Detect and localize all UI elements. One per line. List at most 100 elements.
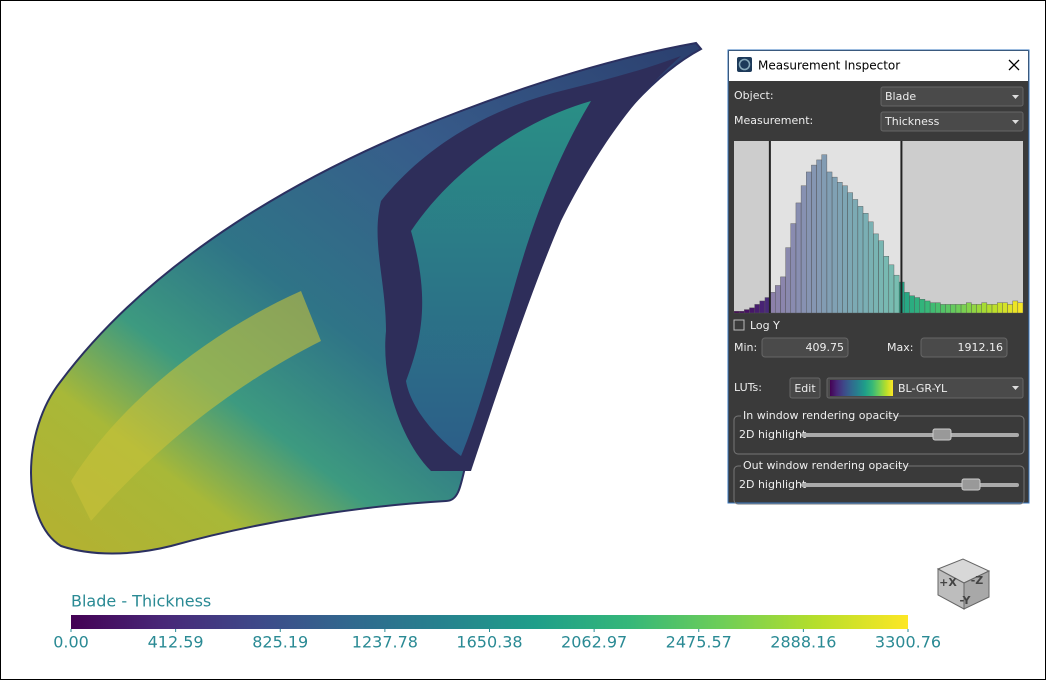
slider-track — [801, 483, 1019, 487]
histogram-bar — [1017, 302, 1024, 314]
field-label: LUTs: — [734, 381, 762, 394]
group-title-bg — [741, 460, 885, 472]
colorbar-tick-label: 2475.57 — [666, 633, 732, 652]
dropdown-arrow — [1012, 95, 1019, 99]
edit-button[interactable] — [789, 377, 821, 399]
colorbar-tick-label: 0.00 — [53, 633, 89, 652]
histogram-bar — [883, 256, 890, 314]
checkbox-label: Log Y — [750, 319, 780, 332]
field-label: Object: — [734, 89, 774, 102]
measurement-inspector: Measurement Inspector Object: Blade Measure… — [727, 49, 1030, 505]
lut-swatch — [830, 380, 893, 396]
histogram-bar — [935, 302, 941, 314]
field-label: Min: — [734, 341, 757, 354]
dropdown-arrow — [1012, 386, 1019, 390]
histogram-bar — [924, 300, 931, 314]
histogram-bar — [873, 233, 879, 314]
histogram-bar — [904, 292, 910, 314]
number-input[interactable] — [920, 337, 1008, 358]
number-input[interactable] — [761, 337, 849, 358]
histogram-bar — [940, 304, 946, 314]
blade-render — [30, 41, 703, 555]
app-icon — [738, 58, 751, 71]
histogram-bar — [971, 304, 977, 314]
view-cube[interactable]: +X -Z -Y — [936, 558, 991, 610]
histogram-bar — [831, 176, 838, 314]
histogram-bar — [769, 292, 776, 314]
group-title: Out window rendering opacity — [743, 459, 909, 472]
histogram-bar — [867, 221, 874, 314]
lut-name: BL-GR-YL — [898, 382, 948, 395]
close-button[interactable] — [1008, 59, 1020, 71]
histogram-bar — [914, 297, 920, 314]
slider-label: 2D highlight — [739, 478, 807, 491]
colorbar — [71, 615, 908, 629]
dropdown-value: Blade — [885, 90, 916, 103]
edit-button-label: Edit — [794, 382, 816, 395]
slider-track — [801, 433, 1019, 437]
histogram-bar — [1007, 304, 1013, 314]
histogram-bar — [966, 302, 972, 314]
cube-face — [963, 570, 990, 610]
slider-label: 2D highlight — [739, 428, 807, 441]
histogram-bar — [852, 199, 859, 314]
dropdown-arrow — [1012, 120, 1019, 124]
histogram-bar — [847, 192, 853, 314]
histogram-bar — [909, 295, 915, 314]
dropdown-value: Thickness — [884, 115, 940, 128]
histogram-bar — [945, 304, 951, 314]
histogram-bar — [738, 311, 745, 314]
colorbar-tick-label: 1237.78 — [352, 633, 418, 652]
slider-handle[interactable] — [932, 428, 952, 441]
histogram-bar — [749, 307, 755, 314]
histogram-bar — [826, 171, 833, 314]
histogram-bar — [1012, 300, 1019, 314]
histogram-bar — [862, 213, 869, 314]
max-value: 1912.16 — [958, 341, 1004, 354]
window-title: Measurement Inspector — [758, 59, 900, 73]
min-value: 409.75 — [806, 341, 845, 354]
histogram-bar — [878, 240, 884, 314]
field-label: Max: — [887, 341, 913, 354]
histogram-bar — [744, 309, 750, 314]
histogram-bar — [986, 304, 993, 314]
title-bar — [729, 51, 1028, 81]
histogram-bar — [888, 264, 895, 314]
colorbar-tick-label: 2888.16 — [770, 633, 836, 652]
colorbar-tick-label: 2062.97 — [561, 633, 627, 652]
dropdown[interactable] — [880, 86, 1024, 107]
histogram-bar — [795, 202, 802, 314]
slider-handle[interactable] — [961, 478, 981, 491]
histogram-bar — [976, 304, 982, 314]
histogram-bar — [857, 206, 864, 314]
dropdown[interactable] — [880, 111, 1024, 132]
histogram-bar — [842, 185, 848, 314]
histogram-bar — [991, 304, 998, 314]
histogram-bar — [996, 302, 1003, 314]
checkbox[interactable] — [733, 319, 745, 331]
histogram-bar — [950, 304, 957, 314]
histogram-bar — [780, 276, 786, 314]
histogram-bar — [929, 302, 936, 314]
histogram-bar — [816, 159, 822, 314]
field-label: Measurement: — [734, 114, 813, 127]
histogram-bar — [775, 285, 781, 314]
histogram-bar — [754, 304, 761, 314]
colorbar-tick-label: 412.59 — [148, 633, 204, 652]
histogram-bar — [981, 302, 988, 314]
histogram-bar — [733, 311, 740, 314]
histogram-bar — [1002, 302, 1008, 314]
cube-label: +X — [939, 576, 957, 589]
histogram-bar — [960, 304, 967, 314]
colorbar-tick-label: 825.19 — [252, 633, 308, 652]
histogram-bar — [759, 300, 766, 314]
cube-label: -Y — [960, 594, 972, 607]
histogram-bar — [893, 274, 900, 314]
histogram-bar — [785, 247, 791, 314]
colorbar-tick-label: 3300.76 — [875, 633, 941, 652]
histogram-bar — [821, 154, 828, 314]
colorbar-tick-label: 1650.38 — [456, 633, 522, 652]
group-title: In window rendering opacity — [743, 409, 900, 422]
